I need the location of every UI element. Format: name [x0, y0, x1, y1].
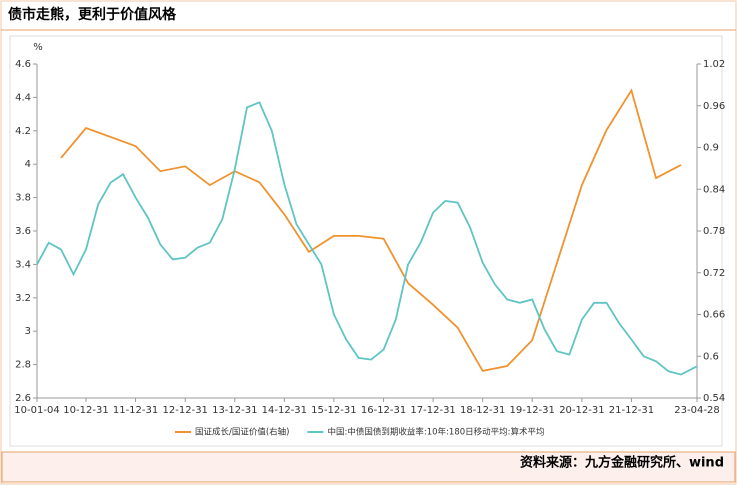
x-tick-label: 20-12-31: [559, 405, 604, 416]
series-line: [36, 101, 698, 376]
legend-label: 国证成长/国证价值(右轴): [195, 427, 290, 438]
x-tick-label: 10-01-04: [14, 405, 59, 416]
x-tick-label: 15-12-31: [311, 405, 356, 416]
y2-tick-label: 0.54: [703, 393, 725, 404]
series-line: [60, 88, 682, 372]
y-tick-label: 2.6: [15, 393, 31, 404]
source: 资料来源：九方金融研究所、wind: [520, 455, 724, 471]
y-tick-label: 3.8: [15, 193, 31, 204]
y-tick-label: 4.2: [15, 126, 31, 137]
source-box: [1, 451, 736, 483]
x-tick-label: 18-12-31: [460, 405, 505, 416]
y-tick-label: 4.6: [15, 59, 31, 70]
x-tick-label: 16-12-31: [361, 405, 406, 416]
x-tick-label: 12-12-31: [163, 405, 208, 416]
y-tick-label: 3.6: [15, 226, 31, 237]
y2-tick-label: 0.66: [703, 310, 725, 321]
y2-tick-label: 0.96: [703, 101, 725, 112]
y2-tick-label: 1.02: [703, 59, 725, 70]
plot-frame: [9, 35, 723, 447]
y-tick-label: 3.4: [15, 259, 31, 270]
x-tick-label: 17-12-31: [410, 405, 455, 416]
y2-tick-label: 0.6: [703, 351, 719, 362]
y-tick-label: 4: [25, 159, 31, 170]
chart-title: 债市走熊，更利于价值风格: [8, 6, 177, 23]
y-unit: %: [33, 42, 43, 53]
y-tick-label: 2.8: [15, 360, 31, 371]
y2-tick-label: 0.9: [703, 143, 719, 154]
y2-tick-label: 0.78: [703, 226, 725, 237]
y-tick-label: 3.2: [15, 293, 31, 304]
x-tick-label: 13-12-31: [212, 405, 257, 416]
legend-label: 中国:中债国债到期收益率:10年:180日移动平均:算术平均: [328, 427, 545, 438]
y2-tick-label: 0.84: [703, 184, 725, 195]
x-tick-label: 23-04-28: [674, 405, 719, 416]
x-tick-label: 11-12-31: [113, 405, 158, 416]
x-tick-label: 10-12-31: [63, 405, 108, 416]
y-tick-label: 3: [25, 326, 31, 337]
x-tick-label: 14-12-31: [262, 405, 307, 416]
y-tick-label: 4.4: [15, 92, 31, 103]
x-tick-label: 21-12-31: [609, 405, 654, 416]
x-tick-label: 19-12-31: [510, 405, 555, 416]
y2-tick-label: 0.72: [703, 268, 725, 279]
